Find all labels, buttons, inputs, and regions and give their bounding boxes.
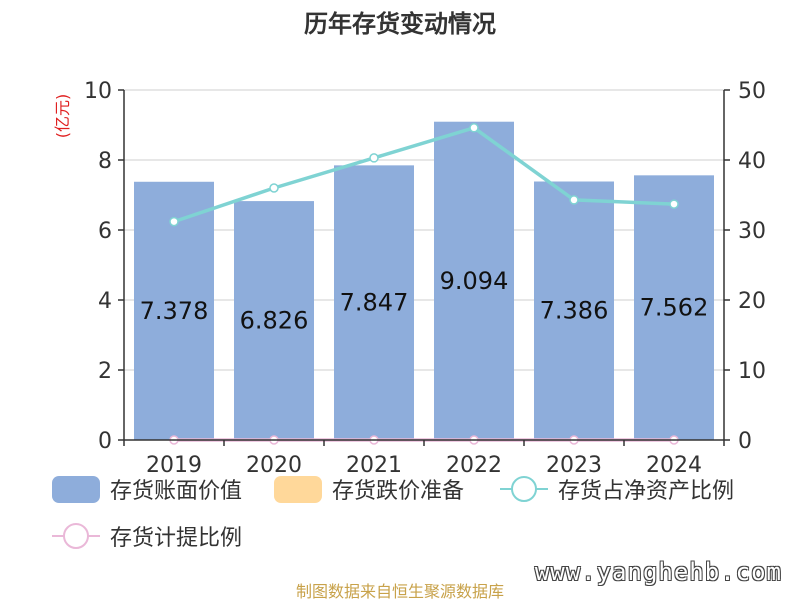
x-tick-label: 2023	[546, 453, 602, 478]
legend-marker	[511, 476, 537, 502]
y-right-tick-label: 10	[738, 359, 766, 384]
bar	[334, 165, 414, 441]
chart-title: 历年存货变动情况	[304, 10, 496, 38]
y-axis-left-label: (亿元)	[53, 94, 72, 139]
x-tick-label: 2021	[346, 453, 402, 478]
series-point	[569, 195, 579, 205]
legend-label: 存货计提比例	[110, 526, 242, 551]
legend-item: 存货跌价准备	[274, 476, 464, 504]
bar	[434, 121, 514, 441]
bar	[234, 201, 314, 440]
y-left-tick-label: 0	[98, 429, 112, 454]
y-right-tick-label: 0	[738, 429, 752, 454]
bar-data-label: 9.094	[440, 267, 509, 295]
bar-data-label: 6.826	[240, 307, 309, 335]
bar-data-label: 7.847	[340, 289, 409, 317]
legend-marker	[63, 523, 89, 549]
bar-labels: 7.378 6.826 7.847 9.094 7.386 7.562	[140, 267, 709, 335]
x-tick-label: 2019	[146, 453, 202, 478]
legend-label: 存货账面价值	[110, 479, 242, 504]
legend-item: 存货占净资产比例	[500, 476, 734, 504]
watermark: www.yanghehb.com	[534, 558, 782, 586]
y-left-tick-label: 10	[84, 79, 112, 104]
bar-data-label: 7.386	[540, 297, 609, 325]
x-tick-label: 2024	[646, 453, 702, 478]
series-point	[269, 183, 279, 193]
bar	[534, 181, 614, 441]
legend-swatch	[52, 476, 100, 503]
bar	[634, 175, 714, 440]
y-right-tick-label: 50	[738, 79, 766, 104]
legend-item: 存货账面价值	[52, 476, 242, 504]
legend-label: 存货跌价准备	[332, 479, 464, 504]
y-right-tick-label: 40	[738, 149, 766, 174]
y-left-tick-label: 2	[98, 359, 112, 384]
series-point	[669, 199, 679, 209]
y-right-tick-label: 30	[738, 219, 766, 244]
x-tick-label: 2020	[246, 453, 302, 478]
axes: 0 2 4 6 8 10 0 10 20 30 40 50 2019 2020 2021 2022 2023 20…	[84, 79, 766, 478]
grid	[124, 89, 724, 371]
series-point	[369, 153, 379, 163]
legend-item: 存货计提比例	[52, 523, 242, 551]
y-right-tick-label: 20	[738, 289, 766, 314]
y-left-tick-label: 6	[98, 219, 112, 244]
x-tick-label: 2022	[446, 453, 502, 478]
series-line	[173, 125, 675, 224]
legend-swatch	[274, 476, 322, 503]
bar-data-label: 7.562	[640, 294, 709, 322]
legend-label: 存货占净资产比例	[558, 479, 734, 504]
data-source-note: 制图数据来自恒生聚源数据库	[295, 582, 504, 601]
bar-series	[134, 121, 714, 441]
series-point	[169, 216, 179, 227]
y-left-tick-label: 8	[98, 149, 112, 174]
series-point	[469, 123, 479, 133]
bar-data-label: 7.378	[140, 297, 209, 325]
y-left-tick-label: 4	[98, 289, 112, 314]
